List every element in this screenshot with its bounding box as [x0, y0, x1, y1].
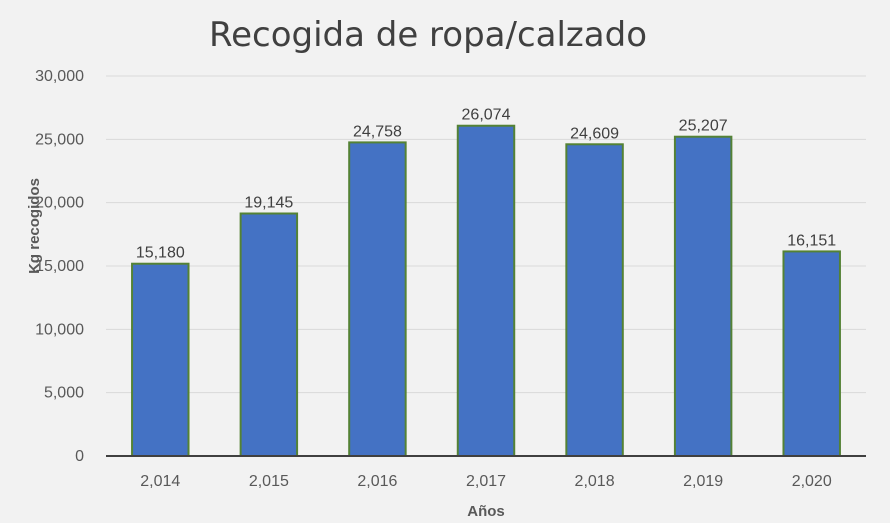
bar: [131, 262, 190, 457]
bar: [565, 143, 624, 457]
y-tick-label: 5,000: [44, 385, 84, 402]
data-label: 16,151: [787, 232, 836, 249]
x-tick-label: 2,016: [357, 473, 397, 490]
data-label: 25,207: [679, 118, 728, 135]
bar: [239, 212, 299, 457]
y-tick-label: 10,000: [35, 321, 84, 338]
bar: [673, 135, 733, 457]
bar: [456, 124, 516, 457]
x-tick-label: 2,014: [140, 473, 180, 490]
x-tick-label: 2,019: [683, 473, 723, 490]
data-label: 15,180: [136, 245, 185, 262]
y-tick-label: 20,000: [35, 195, 84, 212]
bars: [131, 124, 841, 457]
x-tick-label: 2,015: [249, 473, 289, 490]
y-axis-ticks: 0 5,000 10,000 15,000 20,000 25,000 30,000: [35, 68, 84, 465]
y-axis-title: Kg recogidos: [26, 178, 43, 274]
data-labels: 15,180 19,145 24,758 26,074 24,609 25,207 16,1…: [136, 107, 836, 262]
x-axis-title: Años: [467, 503, 505, 520]
x-axis-ticks: 2,014 2,015 2,016 2,017 2,018 2,019 2,020: [140, 473, 832, 490]
data-label: 19,145: [244, 194, 293, 211]
data-label: 24,758: [353, 123, 402, 140]
x-tick-label: 2,018: [575, 473, 615, 490]
y-tick-label: 15,000: [35, 258, 84, 275]
chart-title: Recogida de ropa/calzado: [209, 15, 647, 55]
y-tick-label: 0: [75, 448, 84, 465]
x-tick-label: 2,020: [792, 473, 832, 490]
data-label: 24,609: [570, 125, 619, 142]
data-label: 26,074: [462, 107, 511, 124]
x-tick-label: 2,017: [466, 473, 506, 490]
y-tick-label: 30,000: [35, 68, 84, 85]
y-tick-label: 25,000: [35, 131, 84, 148]
bar: [782, 250, 841, 457]
bar: [348, 141, 407, 457]
